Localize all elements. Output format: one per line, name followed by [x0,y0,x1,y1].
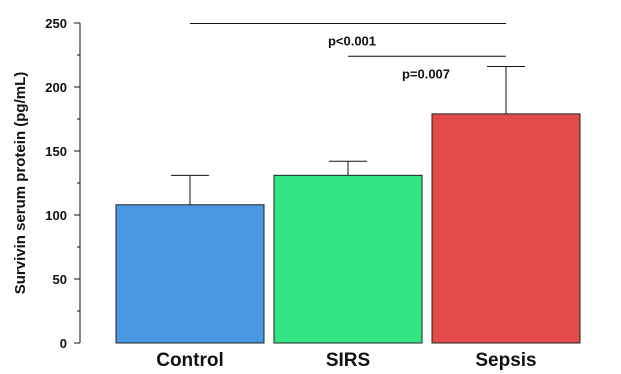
x-category-label: Control [156,350,224,371]
bar-sirs [273,174,423,344]
y-tick-label: 200 [45,80,67,95]
p-value-label: p=0.007 [402,66,450,81]
p-value-label: p<0.001 [328,34,376,49]
y-tick-label: 0 [60,336,67,351]
y-tick-label: 150 [45,144,67,159]
y-tick-label: 50 [53,272,67,287]
x-axis-labels: Control SIRS Sepsis [156,350,536,371]
y-tick-label: 250 [45,16,67,31]
y-axis: 0 50 100 150 200 250 [45,16,81,351]
bar-sepsis [431,113,581,344]
x-category-label: Sepsis [475,350,536,371]
error-bars [171,66,525,205]
significance-brackets: p<0.001 p=0.007 [190,23,506,81]
x-category-label: SIRS [326,350,370,371]
y-axis-title: Survivin serum protein (pg/mL) [12,72,29,295]
bar-control [115,204,265,344]
bars [115,113,581,344]
y-tick-label: 100 [45,208,67,223]
